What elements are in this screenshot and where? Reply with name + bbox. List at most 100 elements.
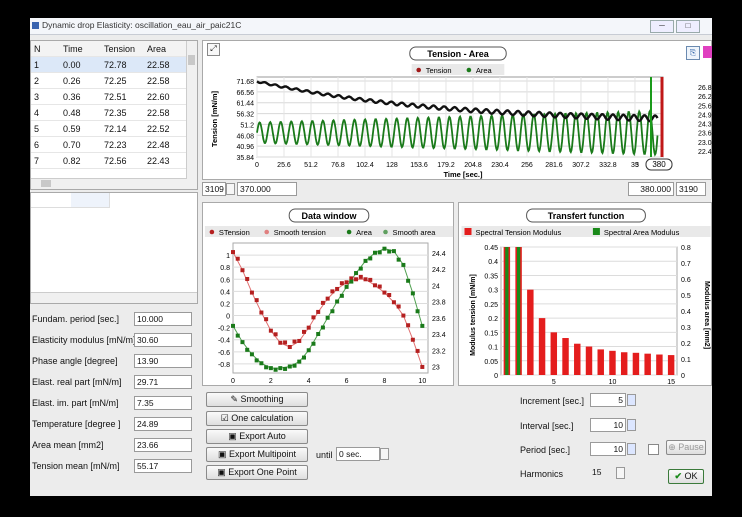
tension-bar (585, 346, 593, 375)
harmonics-field[interactable]: 15 (592, 467, 602, 477)
tension-bar (644, 353, 651, 375)
x-tick-label: 6 (345, 378, 349, 385)
right-index-field[interactable]: 3190 (676, 182, 706, 196)
tension-bar (550, 332, 558, 375)
cell: 22.60 (144, 88, 187, 105)
period-field[interactable]: 10 (590, 442, 626, 456)
area-point (297, 359, 302, 364)
one-calculation-button[interactable]: ☑ One calculation (206, 411, 308, 426)
tension-point (368, 277, 373, 282)
scroll-thumb[interactable] (188, 55, 195, 65)
until-field[interactable]: 0 sec. (336, 447, 380, 461)
tension-point (358, 274, 363, 279)
result-value: 10.000 (134, 312, 192, 326)
x-tick-label: 10 (418, 378, 426, 385)
cell: 1 (31, 56, 60, 73)
cell: 72.51 (101, 88, 144, 105)
x-tick-label: 204.8 (464, 162, 482, 169)
y-tick-label: 0.4 (220, 289, 230, 296)
chart-title: Transfert function (548, 211, 625, 221)
table-hscrollbar[interactable] (31, 178, 187, 189)
tension-bar (609, 350, 616, 375)
export-one-point-button[interactable]: ▣ Export One Point (206, 465, 308, 480)
y2-tick-label: 25.6 (698, 103, 712, 110)
tension-bar (656, 354, 663, 375)
area-point (249, 352, 254, 357)
plot-area (232, 242, 429, 374)
cell: 22.52 (144, 120, 187, 137)
tension-point (311, 315, 316, 320)
result-value: 29.71 (134, 375, 192, 389)
y2-tick-label: 0.2 (681, 341, 691, 348)
zoom-fit-icon[interactable]: ⤢ (207, 43, 220, 56)
right-time-field[interactable]: 380.000 (628, 182, 674, 196)
y2-tick-label: 23.68 (698, 131, 712, 138)
interval-spinner[interactable] (627, 419, 636, 431)
y2-axis-label: Modulus area [mm2] (703, 281, 710, 349)
export-multipoint-label: Export Multipoint (228, 449, 297, 459)
table-vscrollbar[interactable] (186, 41, 197, 189)
col-header-n[interactable]: N (31, 41, 60, 57)
ok-label: OK (684, 471, 698, 481)
legend-swatch (464, 228, 472, 235)
table-row[interactable]: 4 0.48 72.35 22.58 (31, 104, 187, 121)
left-time-field[interactable]: 370.000 (237, 182, 297, 196)
increment-field[interactable]: 5 (590, 393, 626, 407)
period-label: Period [sec.] (520, 445, 571, 455)
tension-point (325, 296, 330, 301)
period-spinner[interactable] (627, 443, 636, 455)
col-header-time[interactable]: Time (60, 41, 101, 57)
table-row[interactable]: 1 0.00 72.78 22.58 (31, 56, 187, 73)
export-image-icon[interactable] (703, 46, 712, 58)
y2-tick-label: 24.2 (432, 267, 446, 274)
area-point (344, 284, 349, 289)
chart-options-icon[interactable]: ⎘ (686, 46, 700, 60)
harmonics-spinner[interactable] (616, 467, 625, 479)
table-row[interactable]: 5 0.59 72.14 22.52 (31, 120, 187, 137)
area-point (316, 332, 321, 336)
export-multipoint-button[interactable]: ▣ Export Multipoint (206, 447, 308, 462)
export-auto-button[interactable]: ▣ Export Auto (206, 429, 308, 444)
result-label: Tension mean [mN/m] (32, 461, 120, 471)
result-label: Area mean [mm2] (32, 440, 104, 450)
tension-point (283, 340, 288, 345)
aux-hscrollbar[interactable] (31, 292, 197, 303)
cell: 4 (31, 104, 60, 121)
cursor-label: 380 (652, 160, 666, 169)
x-axis-label: Harmonic number (557, 386, 621, 387)
table-row[interactable]: 2 0.26 72.25 22.58 (31, 72, 187, 89)
tension-bar (667, 355, 675, 375)
cell: 22.48 (144, 136, 187, 153)
table-row[interactable]: 7 0.82 72.56 22.43 (31, 152, 187, 169)
scroll-thumb[interactable] (41, 180, 51, 187)
x-tick-label: 0 (231, 378, 235, 385)
y-tick-label: 61.44 (236, 101, 254, 108)
until-spinner[interactable] (380, 448, 389, 460)
x-tick-label: 102.4 (356, 162, 374, 169)
cell: 3 (31, 88, 60, 105)
table-row[interactable]: 3 0.36 72.51 22.60 (31, 88, 187, 105)
smoothing-button[interactable]: ✎ Smoothing (206, 392, 308, 407)
tension-point (259, 310, 264, 315)
y-tick-label: 71.68 (236, 79, 254, 86)
pause-button[interactable]: ⊕ Pause (666, 440, 706, 455)
tension-point (339, 281, 344, 286)
maximize-button[interactable]: □ (676, 20, 700, 33)
minimize-button[interactable]: ─ (650, 20, 674, 33)
table-row[interactable]: 6 0.70 72.23 22.48 (31, 136, 187, 153)
col-header-area[interactable]: Area (144, 41, 187, 57)
interval-field[interactable]: 10 (590, 418, 626, 432)
results-panel: Fundam. period [sec.] 10.000 Elasticity … (30, 310, 198, 473)
result-label: Fundam. period [sec.] (32, 314, 120, 324)
increment-spinner[interactable] (627, 394, 636, 406)
left-index-field[interactable]: 3109 (202, 182, 226, 196)
tension-point (391, 300, 396, 305)
period-checkbox[interactable] (648, 444, 659, 455)
ok-button[interactable]: ✔ OK (668, 469, 704, 484)
tension-series-line (256, 80, 659, 123)
col-header-tension[interactable]: Tension (101, 41, 144, 57)
cell: 72.78 (101, 56, 144, 73)
left-index-spinner[interactable] (226, 183, 235, 195)
cell: 0.48 (60, 104, 101, 121)
tension-point (273, 332, 278, 337)
